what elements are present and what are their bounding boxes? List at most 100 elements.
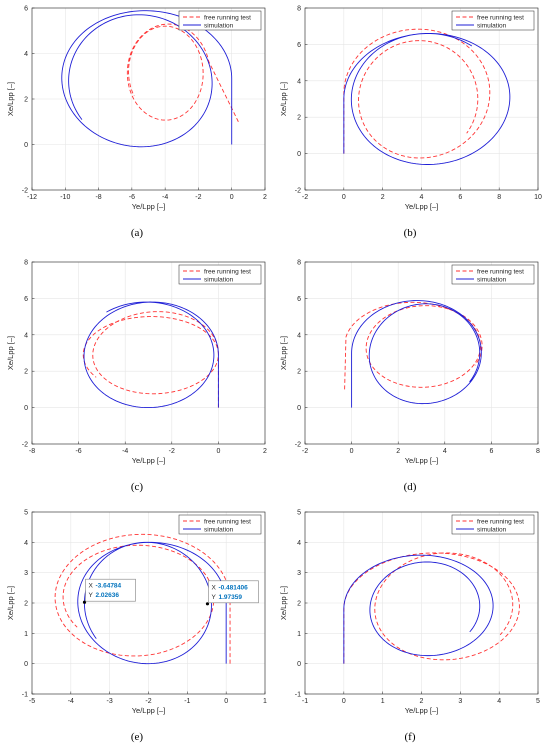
- x-tick-label: 4: [420, 194, 424, 201]
- x-tick-label: -5: [29, 698, 35, 705]
- series-simulation: [343, 33, 511, 165]
- x-tick-label: -12: [27, 194, 37, 201]
- y-tick-label: 6: [297, 296, 301, 303]
- y-tick-label: 8: [297, 6, 301, 13]
- x-tick-label: 4: [443, 448, 447, 455]
- x-tick-label: -6: [75, 448, 81, 455]
- series-simulation: [61, 10, 233, 148]
- x-axis-label: Ye/Lpp [–]: [132, 202, 166, 211]
- y-tick-label: 1: [297, 631, 301, 638]
- y-tick-label: 2: [24, 369, 28, 376]
- datatip-y-label: Y: [211, 594, 216, 601]
- series-simulation: [343, 554, 494, 664]
- y-tick-label: -2: [295, 188, 301, 195]
- x-tick-label: 2: [396, 448, 400, 455]
- legend-label: free running test: [204, 14, 251, 21]
- x-tick-label: -4: [162, 194, 168, 201]
- x-tick-label: -2: [195, 194, 201, 201]
- x-tick-label: 8: [536, 448, 540, 455]
- axes-box: [31, 261, 266, 445]
- x-tick-label: 10: [534, 194, 542, 201]
- x-tick-label: 6: [489, 448, 493, 455]
- x-tick-label: -2: [145, 698, 151, 705]
- y-tick-label: 8: [24, 260, 28, 267]
- x-tick-label: 0: [224, 698, 228, 705]
- legend-label: simulation: [477, 276, 507, 283]
- x-tick-label: 1: [381, 698, 385, 705]
- y-tick-label: 2: [297, 369, 301, 376]
- y-tick-label: 0: [297, 151, 301, 158]
- y-tick-label: 2: [24, 97, 28, 104]
- x-tick-label: -8: [29, 448, 35, 455]
- y-tick-label: 2: [297, 601, 301, 608]
- y-axis-label: Xe/Lpp [–]: [279, 336, 288, 370]
- y-tick-label: 4: [297, 332, 301, 339]
- x-tick-label: 3: [458, 698, 462, 705]
- y-tick-label: 4: [24, 51, 28, 58]
- x-tick-label: -4: [68, 698, 74, 705]
- x-tick-label: 2: [263, 194, 267, 201]
- datatip-y-label: Y: [89, 592, 94, 599]
- x-tick-label: 0: [342, 698, 346, 705]
- series-free-running-test: [343, 552, 520, 664]
- x-tick-label: 4: [497, 698, 501, 705]
- x-tick-label: 8: [497, 194, 501, 201]
- y-tick-label: 3: [297, 570, 301, 577]
- legend-label: simulation: [477, 22, 507, 29]
- y-axis-label: Xe/Lpp [–]: [279, 586, 288, 620]
- legend-label: simulation: [204, 276, 234, 283]
- x-tick-label: 2: [381, 194, 385, 201]
- x-axis-label: Ye/Lpp [–]: [132, 456, 166, 465]
- y-axis-label: Xe/Lpp [–]: [6, 586, 15, 620]
- x-tick-label: -1: [302, 698, 308, 705]
- x-axis-label: Ye/Lpp [–]: [405, 706, 439, 715]
- y-tick-label: 4: [24, 332, 28, 339]
- x-tick-label: 1: [263, 698, 267, 705]
- legend-label: free running test: [477, 518, 524, 525]
- y-tick-label: 4: [297, 540, 301, 547]
- x-tick-label: -10: [60, 194, 70, 201]
- y-tick-label: 0: [24, 405, 28, 412]
- chart-panel-e: -5 -4 -3 -2 -1 0 1 -1 0 1 2 3 4 5 Ye/Lpp [–] Xe/Lpp [–]…: [6, 510, 267, 744]
- y-axis-label: Xe/Lpp [–]: [279, 82, 288, 116]
- y-tick-label: 5: [297, 510, 301, 517]
- panel-caption: (b): [404, 227, 417, 239]
- x-tick-label: -2: [302, 194, 308, 201]
- x-tick-label: -2: [302, 448, 308, 455]
- y-tick-label: 4: [24, 540, 28, 547]
- x-tick-label: 0: [216, 448, 220, 455]
- x-tick-label: -4: [122, 448, 128, 455]
- y-tick-label: 6: [24, 6, 28, 13]
- y-tick-label: 6: [24, 296, 28, 303]
- legend-label: free running test: [477, 268, 524, 275]
- plot-area: [32, 262, 265, 444]
- y-tick-label: 2: [24, 601, 28, 608]
- panel-caption: (c): [131, 481, 144, 493]
- y-axis-label: Xe/Lpp [–]: [6, 336, 15, 370]
- x-tick-label: 0: [342, 194, 346, 201]
- datatip-box: [85, 578, 136, 602]
- y-tick-label: 4: [297, 78, 301, 85]
- legend-label: free running test: [204, 518, 251, 525]
- legend-label: free running test: [477, 14, 524, 21]
- chart-panel-c: -8 -6 -4 -2 0 2 -2 0 2 4 6 8 Ye/Lpp [–] Xe/Lpp [–] fre…: [6, 260, 267, 494]
- x-axis-label: Ye/Lpp [–]: [405, 202, 439, 211]
- x-tick-label: -3: [107, 698, 113, 705]
- panel-caption: (e): [131, 731, 144, 743]
- x-tick-label: -6: [129, 194, 135, 201]
- y-tick-label: 8: [297, 260, 301, 267]
- y-tick-label: 2: [297, 115, 301, 122]
- x-tick-label: -8: [95, 194, 101, 201]
- datatip-x-label: X: [89, 583, 94, 590]
- series-free-running-test: [54, 533, 231, 664]
- chart-panel-d: -2 0 2 4 6 8 -2 0 2 4 6 8 Ye/Lpp [–] Xe/Lpp [–] free r…: [279, 260, 540, 494]
- y-tick-label: 6: [297, 42, 301, 49]
- series-free-running-test: [344, 301, 483, 390]
